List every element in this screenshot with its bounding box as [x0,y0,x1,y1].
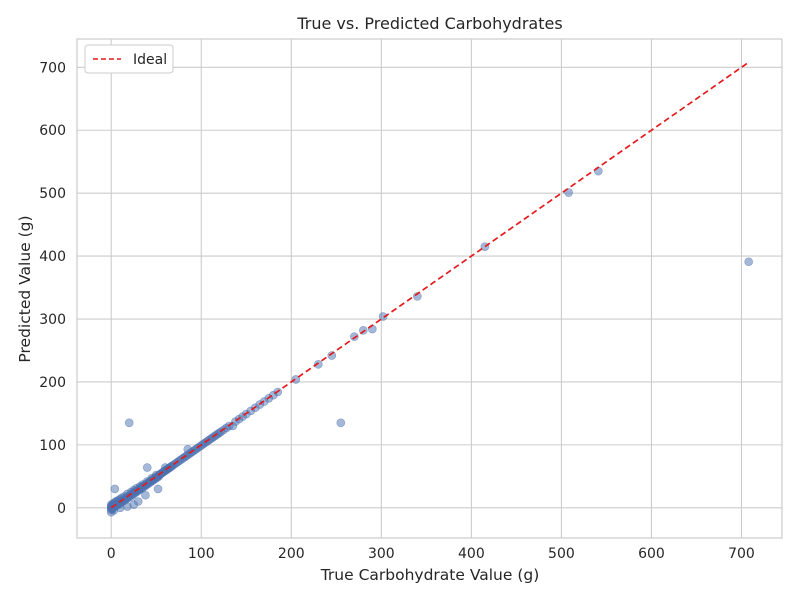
y-tick-label: 400 [39,249,66,265]
grid [77,39,782,538]
data-point [336,418,346,428]
legend: Ideal [84,44,174,74]
x-tick-label: 500 [548,546,575,562]
ideal-line-group [110,61,750,509]
y-tick-label: 700 [39,60,66,76]
y-axis-label: Predicted Value (g) [16,215,34,362]
x-tick-label: 600 [638,546,665,562]
legend-label-ideal: Ideal [133,52,167,68]
data-point [124,418,134,428]
x-tick-label: 200 [278,546,305,562]
x-axis-label: True Carbohydrate Value (g) [320,566,540,584]
legend-box [84,44,174,74]
data-point [123,502,132,511]
data-point [327,351,337,360]
x-tick-label: 700 [728,546,755,562]
ideal-line [110,61,750,509]
data-point [110,484,120,494]
data-point [314,360,323,369]
y-tick-label: 300 [39,312,66,328]
data-point [378,312,388,321]
x-tick-label: 400 [458,546,485,562]
tick-labels: 0 100 200 300 400 500 600 700 0 100 200 300 400 500 60… [39,60,755,562]
data-point [141,490,150,500]
y-tick-label: 500 [39,186,66,202]
data-point [115,503,125,513]
x-tick-label: 0 [107,546,116,562]
data-point [744,257,753,267]
y-tick-label: 200 [39,375,66,391]
data-point [142,463,152,472]
data-point [153,484,163,494]
chart-title: True vs. Predicted Carbohydrates [296,14,562,33]
scatter-points [106,166,753,517]
y-tick-label: 100 [39,438,66,454]
data-point [133,497,143,506]
y-tick-label: 0 [57,501,66,517]
x-tick-label: 100 [188,546,215,562]
y-tick-label: 600 [39,123,66,139]
x-tick-label: 300 [368,546,395,562]
plot-frame [76,38,783,539]
data-point [291,375,301,384]
